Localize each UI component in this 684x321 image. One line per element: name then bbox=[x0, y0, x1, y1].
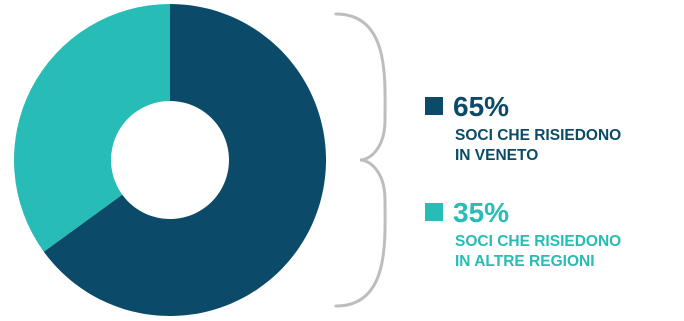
legend-swatch-altre-regioni bbox=[425, 203, 443, 221]
donut-slice-veneto bbox=[43, 4, 327, 317]
donut-slices bbox=[14, 4, 327, 317]
legend-label-altre-regioni: SOCI CHE RISIEDONO IN ALTRE REGIONI bbox=[455, 232, 621, 272]
donut-slice-altre-regioni bbox=[14, 4, 171, 252]
legend-label-veneto-line-1: SOCI CHE RISIEDONO bbox=[455, 127, 622, 144]
legend-label-altre-regioni-line-1: SOCI CHE RISIEDONO bbox=[455, 233, 622, 250]
legend-label-altre-regioni-line-2: IN ALTRE REGIONI bbox=[455, 253, 595, 270]
legend-percent-altre-regioni: 35% bbox=[453, 197, 510, 228]
legend-label-veneto: SOCI CHE RISIEDONO IN VENETO bbox=[455, 126, 621, 166]
curly-brace-icon bbox=[334, 12, 387, 308]
legend-percent-veneto: 65% bbox=[453, 91, 510, 122]
legend-swatch-veneto bbox=[425, 97, 443, 115]
legend-label-veneto-line-2: IN VENETO bbox=[455, 147, 539, 164]
